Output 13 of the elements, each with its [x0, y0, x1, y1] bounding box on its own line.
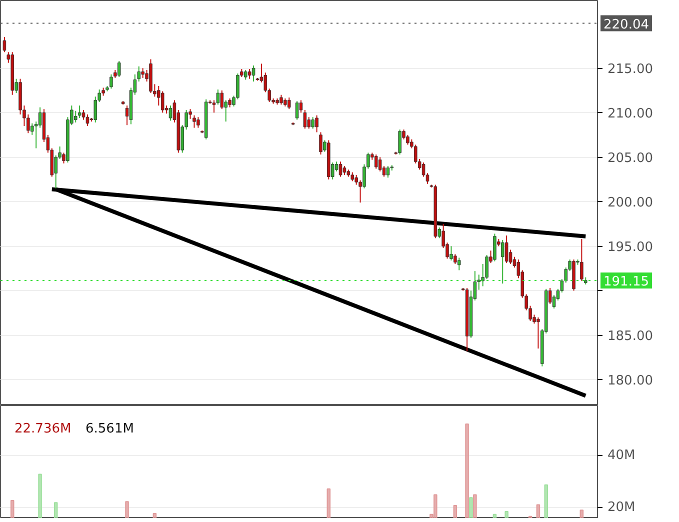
y-tick-label: 20M	[608, 500, 636, 516]
y-tick-label: 205.00	[608, 151, 653, 166]
y-tick-label: 180.00	[608, 374, 653, 389]
y-tick-label: 215.00	[608, 62, 653, 78]
y-tick-label: 195.00	[608, 240, 653, 256]
ref-line-label: 191.15	[604, 274, 649, 290]
ref-line-label: 220.04	[604, 17, 649, 32]
y-tick-label: 40M	[608, 448, 636, 463]
annotation: 22.736M	[14, 422, 72, 436]
y-tick-label: 200.00	[608, 196, 653, 211]
y-tick-label: 210.00	[608, 106, 653, 122]
y-tick-label: 185.00	[608, 329, 653, 344]
annotation: 6.561M	[86, 422, 134, 436]
